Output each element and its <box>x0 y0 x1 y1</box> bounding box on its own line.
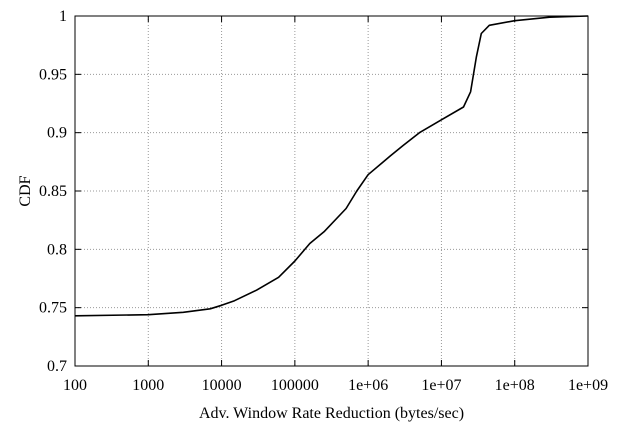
y-tick-label: 0.75 <box>39 300 67 317</box>
y-tick-label: 0.9 <box>47 125 67 142</box>
x-tick-label: 100 <box>63 377 87 394</box>
y-tick-label: 0.7 <box>47 358 67 375</box>
x-tick-label: 1e+06 <box>348 377 388 394</box>
plot-frame <box>74 15 589 367</box>
x-tick-label: 1e+07 <box>421 377 461 394</box>
grid-layer <box>75 16 588 366</box>
y-tick-label: 0.8 <box>47 241 67 258</box>
y-tick-label: 0.95 <box>39 66 67 83</box>
cdf-series-line <box>74 15 589 317</box>
x-tick-label: 100000 <box>271 377 319 394</box>
x-tick-label: 10000 <box>202 377 242 394</box>
y-tick-label: 1 <box>59 8 67 25</box>
x-axis-title: Adv. Window Rate Reduction (bytes/sec) <box>199 405 464 422</box>
series-layer <box>74 15 589 317</box>
y-axis-title: CDF <box>17 175 34 206</box>
x-tick-label: 1e+08 <box>495 377 535 394</box>
x-tick-label: 1000 <box>132 377 164 394</box>
tick-layer: 100 1000 10000 100000 1e+06 1e+07 1e+08 1e+09 0.… <box>39 8 608 394</box>
x-tick-label: 1e+09 <box>568 377 608 394</box>
y-tick-label: 0.85 <box>39 183 67 200</box>
